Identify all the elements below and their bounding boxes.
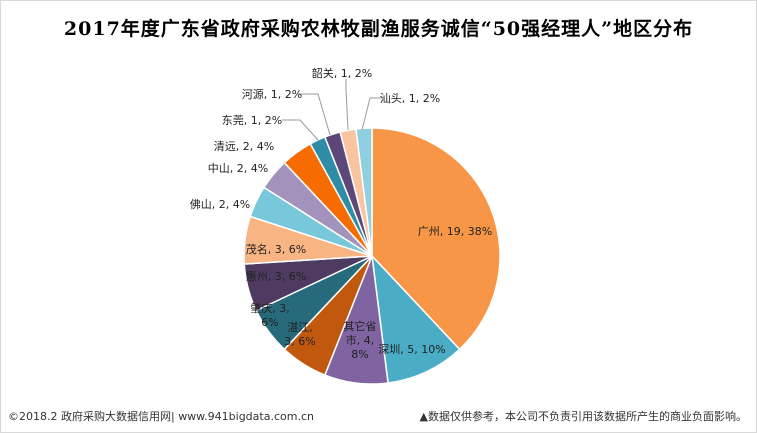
data-label-汕头: 汕头, 1, 2% [380, 92, 440, 105]
data-label-佛山: 佛山, 2, 4% [190, 198, 250, 211]
leader-line-汕头 [361, 97, 384, 131]
data-label-广州: 广州, 19, 38% [418, 225, 492, 238]
data-label-肇庆: 肇庆, 3, 6% [250, 301, 290, 329]
data-label-其它省市: 其它省市, 4, 8% [344, 319, 377, 361]
data-label-深圳: 深圳, 5, 10% [378, 343, 445, 356]
chart-title: 2017年度广东省政府采购农林牧副渔服务诚信“50强经理人”地区分布 [63, 18, 694, 40]
data-label-惠州: 惠州, 3, 6% [246, 269, 306, 283]
data-label-河源: 河源, 1, 2% [242, 87, 302, 101]
footer-disclaimer: ▲数据仅供参考，本公司不负责引用该数据所产生的商业负面影响。 [419, 410, 747, 423]
pie-slice-深圳 [370, 253, 461, 384]
pie-slice-广州 [371, 127, 501, 351]
leader-line-河源 [298, 93, 331, 136]
data-label-清远: 清远, 2, 4% [214, 140, 274, 153]
data-label-茂名: 茂名, 3, 6% [246, 242, 306, 256]
footer-copyright: ©2018.2 政府采购大数据信用网| www.941bigdata.com.c… [8, 410, 314, 423]
leader-line-韶关 [345, 79, 349, 131]
data-label-中山: 中山, 2, 4% [208, 162, 268, 175]
data-label-韶关: 韶关, 1, 2% [312, 66, 372, 80]
data-label-湛江: 湛江, 3, 6% [284, 321, 315, 348]
data-label-东莞: 东莞, 1, 2% [222, 114, 282, 127]
leader-line-东莞 [282, 119, 319, 141]
pie-slice-汕头 [355, 127, 373, 257]
